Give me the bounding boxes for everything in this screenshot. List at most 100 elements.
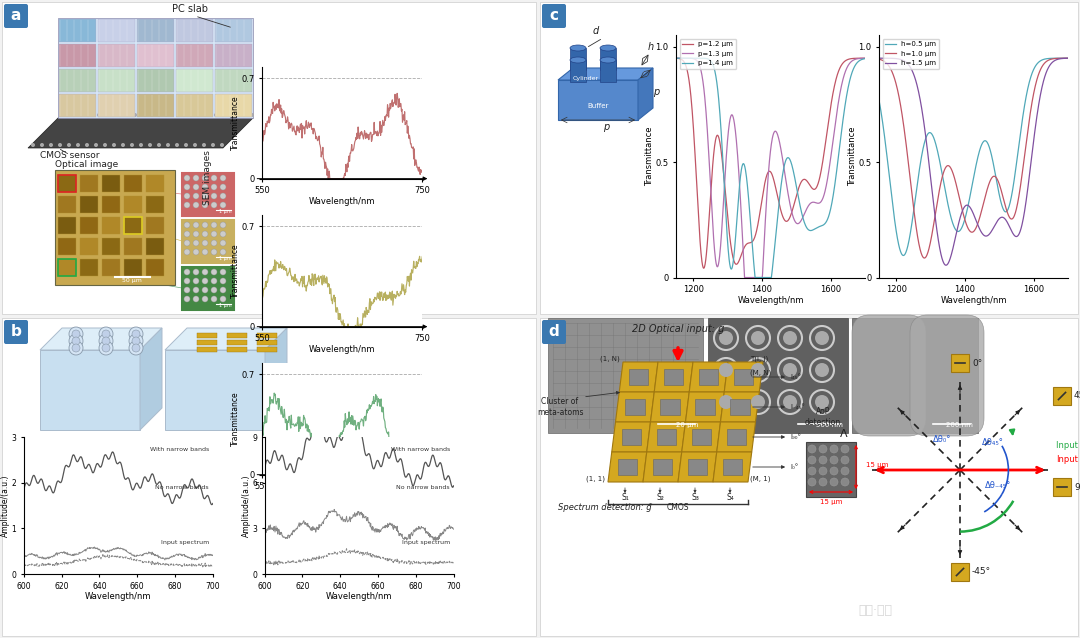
Y-axis label: Transmittance: Transmittance [645,126,653,186]
Circle shape [130,143,134,147]
Circle shape [202,184,208,190]
Text: b: b [11,325,22,339]
Bar [124,196,141,213]
Polygon shape [619,362,658,392]
Bar [1053,478,1071,496]
Bar [723,459,742,475]
Bar [176,94,213,117]
Circle shape [178,113,183,117]
Circle shape [69,341,83,355]
Circle shape [819,445,827,453]
Bar [58,196,76,213]
Bar [102,259,120,276]
p=1.3 μm [718,178,731,186]
Text: S₃: S₃ [691,493,699,502]
p=1.3 μm [703,164,716,172]
Text: a: a [11,8,22,24]
p=1.4 μm [718,189,731,197]
Circle shape [132,337,140,345]
Bar [734,369,753,385]
Bar [548,318,703,433]
Text: S₄: S₄ [726,493,734,502]
Circle shape [184,240,190,246]
Bar [852,318,978,433]
h=1.0 μm [1062,54,1075,62]
Circle shape [220,287,226,293]
h=1.0 μm [984,175,997,183]
p=1.2 μm [812,178,825,186]
h=1.5 μm [1015,222,1028,230]
Bar [137,19,174,42]
Circle shape [195,113,200,117]
Circle shape [40,143,44,147]
Line: h=0.5 μm: h=0.5 μm [879,58,1068,255]
Text: Spectrum detection: g̃: Spectrum detection: g̃ [558,503,651,512]
Bar [727,429,746,445]
Polygon shape [265,328,287,430]
Bar [124,259,141,276]
Polygon shape [40,350,140,430]
Y-axis label: Amplitude/(a.u.): Amplitude/(a.u.) [242,475,251,537]
Polygon shape [28,118,253,148]
h=1.5 μm [873,54,886,62]
Text: h: h [648,42,654,52]
Text: 1 µm: 1 µm [219,256,232,261]
Circle shape [831,445,838,453]
Line: h=1.5 μm: h=1.5 μm [879,58,1068,265]
Text: T(i, j): T(i, j) [750,356,768,362]
Circle shape [184,175,190,181]
Circle shape [166,143,170,147]
Bar [146,196,164,213]
Bar [570,48,586,70]
Bar [691,429,711,445]
Circle shape [202,222,208,228]
Text: I₄₅°: I₄₅° [789,374,801,380]
Polygon shape [58,18,253,118]
X-axis label: Wavelength/nm: Wavelength/nm [738,295,804,304]
h=1.0 μm [1015,173,1028,181]
Legend: h=0.5 μm, h=1.0 μm, h=1.5 μm: h=0.5 μm, h=1.0 μm, h=1.5 μm [882,38,940,69]
Text: With narrow bands: With narrow bands [391,447,450,452]
Circle shape [808,445,816,453]
Polygon shape [638,68,653,120]
Circle shape [202,175,208,181]
Polygon shape [140,328,162,430]
Circle shape [220,202,226,208]
Bar [197,347,217,352]
Circle shape [133,113,137,117]
Polygon shape [643,452,681,482]
Circle shape [211,175,217,181]
Text: I₋₄₅°: I₋₄₅° [789,404,805,410]
Circle shape [815,395,829,409]
Circle shape [808,456,816,464]
Circle shape [211,278,217,284]
h=0.5 μm [1015,120,1028,128]
Ellipse shape [600,57,616,63]
Text: Δθ₋₄₅°: Δθ₋₄₅° [985,481,1011,490]
Circle shape [211,287,217,293]
Circle shape [751,331,765,345]
Circle shape [719,363,733,377]
h=0.5 μm [984,149,997,156]
h=1.5 μm [1062,54,1075,62]
Circle shape [103,143,107,147]
Circle shape [184,222,190,228]
p=1.2 μm [755,196,768,204]
Text: AoP
detection: AoP detection [805,407,841,427]
h=0.5 μm [999,208,1012,216]
Text: 90°: 90° [1074,482,1080,491]
Bar [730,399,750,415]
Text: 20 µm: 20 µm [676,422,698,428]
Text: Cylinder: Cylinder [573,76,599,81]
Text: S₂: S₂ [656,493,664,502]
Circle shape [202,287,208,293]
Circle shape [220,143,224,147]
X-axis label: Wavelength/nm: Wavelength/nm [941,295,1007,304]
Circle shape [124,113,129,117]
p=1.3 μm [859,54,872,62]
Polygon shape [713,452,752,482]
Bar [58,259,76,276]
Circle shape [751,363,765,377]
Line: p=1.3 μm: p=1.3 μm [676,58,865,278]
Circle shape [121,143,125,147]
